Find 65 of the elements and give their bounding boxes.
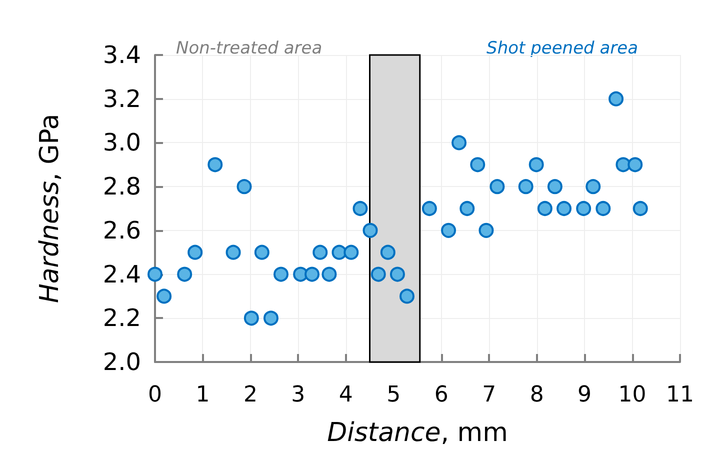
point bbox=[177, 266, 192, 282]
x-tick-label: 9 bbox=[578, 382, 592, 408]
point bbox=[344, 244, 359, 260]
point bbox=[226, 244, 241, 260]
point bbox=[312, 244, 328, 260]
point bbox=[518, 179, 534, 194]
point bbox=[254, 244, 270, 260]
point bbox=[380, 244, 396, 260]
point bbox=[352, 201, 368, 216]
point bbox=[304, 266, 320, 282]
y-axis-title: Hardness, GPa bbox=[35, 114, 65, 304]
x-tick-label: 7 bbox=[482, 382, 496, 408]
point bbox=[528, 157, 544, 172]
point bbox=[490, 179, 505, 194]
x-tick-label: 8 bbox=[530, 382, 544, 408]
x-tick-label: 0 bbox=[148, 382, 162, 408]
point bbox=[400, 288, 414, 304]
point bbox=[332, 244, 347, 260]
y-tick-label: 2.2 bbox=[102, 304, 141, 332]
point bbox=[370, 266, 386, 282]
y-tick-label: 2.6 bbox=[102, 216, 141, 244]
point bbox=[576, 201, 592, 216]
point bbox=[148, 266, 162, 282]
y-tick-label: 3.2 bbox=[102, 84, 141, 113]
x-tick-label: 3 bbox=[291, 382, 306, 408]
point bbox=[244, 310, 259, 326]
point bbox=[452, 135, 467, 150]
x-axis-title: Distance, mm bbox=[327, 418, 508, 448]
x-tick-label: 4 bbox=[338, 382, 353, 408]
y-tick-label: 2.8 bbox=[102, 172, 141, 201]
point bbox=[156, 288, 172, 304]
point bbox=[556, 201, 572, 216]
point bbox=[586, 179, 601, 194]
y-tick-label: 2.0 bbox=[102, 348, 141, 376]
point bbox=[547, 179, 562, 194]
point bbox=[537, 201, 552, 216]
point bbox=[460, 201, 475, 216]
y-tick-label: 3.4 bbox=[102, 41, 141, 69]
point bbox=[478, 222, 494, 238]
x-tick-label: 5 bbox=[386, 382, 401, 408]
point bbox=[208, 157, 223, 172]
y-tick-label: 3.0 bbox=[102, 128, 141, 157]
x-tick-label: 6 bbox=[434, 382, 448, 408]
point bbox=[422, 201, 437, 216]
annotation: Shot peened area bbox=[486, 38, 638, 58]
point bbox=[390, 266, 405, 282]
point bbox=[362, 222, 378, 238]
point bbox=[596, 201, 611, 216]
point bbox=[470, 157, 486, 172]
point bbox=[616, 157, 631, 172]
point bbox=[188, 244, 203, 260]
point bbox=[263, 310, 278, 326]
x-tick-label: 10 bbox=[618, 382, 646, 408]
x-tick-label: 2 bbox=[243, 382, 258, 408]
point bbox=[441, 222, 456, 238]
point bbox=[628, 157, 643, 172]
point bbox=[632, 201, 648, 216]
x-tick-label: 11 bbox=[666, 382, 694, 408]
x-tick-label: 1 bbox=[196, 382, 210, 408]
point bbox=[274, 266, 288, 282]
point bbox=[236, 179, 252, 194]
point bbox=[322, 266, 337, 282]
annotation: Non-treated area bbox=[176, 38, 322, 58]
point bbox=[608, 91, 624, 106]
y-tick-label: 2.4 bbox=[102, 260, 141, 288]
